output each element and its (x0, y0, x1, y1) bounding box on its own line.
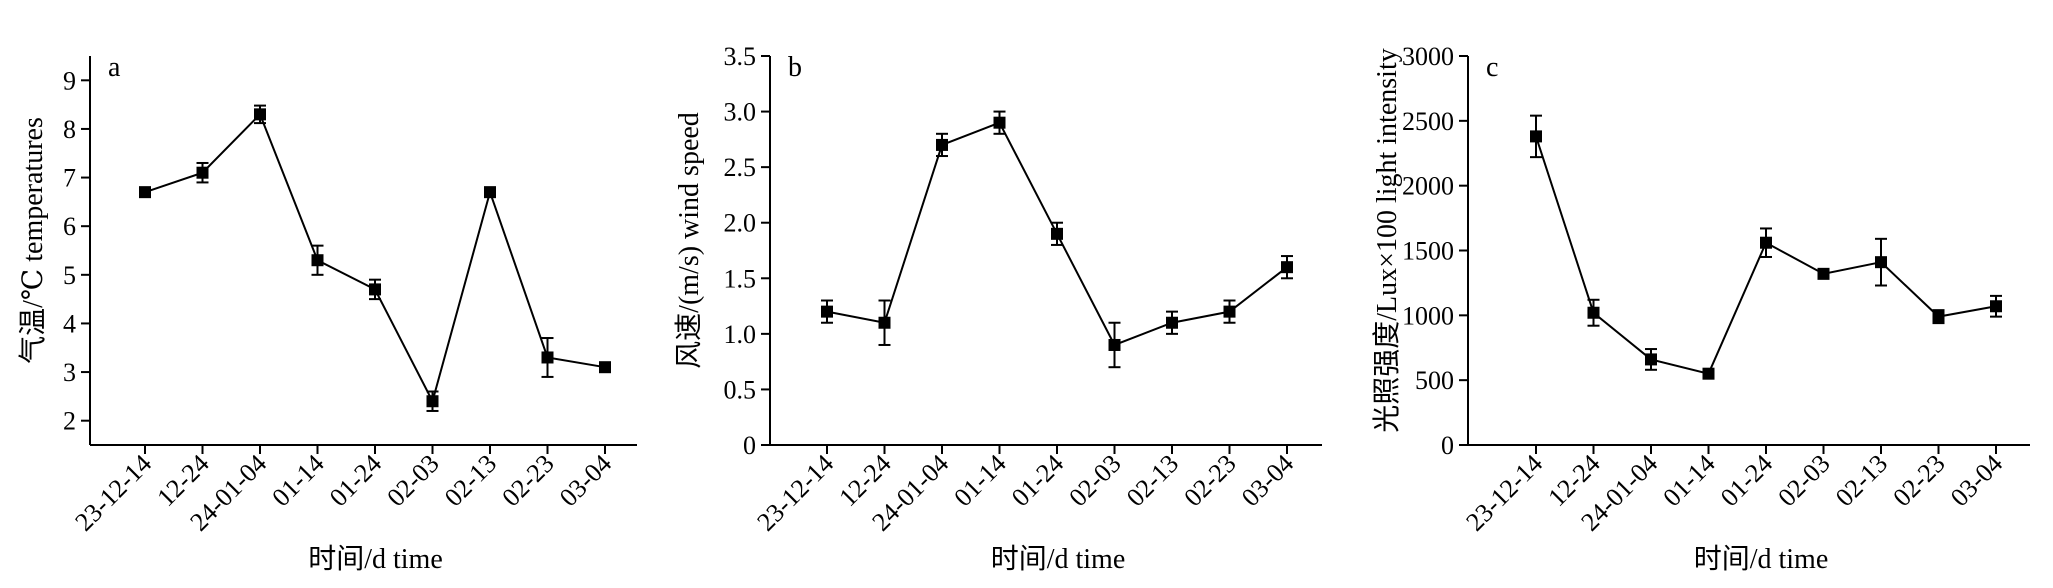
data-point (936, 138, 948, 151)
x-tick-label: 23-12-14 (1460, 449, 1548, 537)
x-tick-label: 02-13 (1830, 449, 1893, 512)
y-tick-label: 2500 (1402, 107, 1454, 136)
data-point (254, 108, 266, 121)
y-tick-label: 9 (63, 66, 76, 95)
data-point (1760, 236, 1772, 249)
y-axis-title: 风速/(m/s) wind speed (674, 112, 705, 369)
chart-panel-c: 05001000150020002500300023-12-1412-2424-… (1371, 42, 2030, 575)
data-point (1108, 338, 1121, 351)
y-tick-label: 8 (63, 115, 76, 144)
panel-label: a (108, 52, 121, 83)
x-tick-label: 01-24 (1006, 449, 1069, 512)
data-point (541, 351, 554, 364)
y-tick-label: 0 (743, 431, 756, 460)
data-point (196, 166, 209, 179)
data-point (311, 254, 324, 267)
y-tick-label: 3.0 (724, 98, 757, 127)
y-tick-label: 1.5 (724, 264, 757, 293)
data-point (1281, 261, 1293, 274)
y-tick-label: 2 (63, 407, 76, 436)
data-point (993, 116, 1006, 129)
y-tick-label: 0 (1441, 431, 1454, 460)
data-point (1587, 306, 1600, 319)
y-tick-label: 500 (1415, 366, 1454, 395)
x-tick-label: 02-23 (496, 449, 559, 512)
x-tick-label: 02-03 (1063, 449, 1126, 512)
y-tick-label: 2.0 (724, 209, 757, 238)
y-tick-label: 5 (63, 261, 76, 290)
chart-panel-a: 2345678923-12-1412-2424-01-0401-1401-240… (17, 52, 637, 575)
x-tick-label: 02-23 (1178, 449, 1241, 512)
data-point (1932, 310, 1945, 323)
x-tick-label: 03-04 (1236, 449, 1299, 512)
data-point (1223, 305, 1236, 318)
x-tick-label: 03-04 (554, 449, 617, 512)
x-tick-label: 02-03 (1772, 449, 1835, 512)
y-tick-label: 3.5 (724, 42, 757, 71)
x-tick-label: 01-14 (948, 449, 1011, 512)
x-axis-title: 时间/d time (991, 543, 1126, 575)
y-axis-title: 光照强度/Lux×100 light intensity (1371, 48, 1403, 432)
x-tick-label: 01-24 (1715, 449, 1778, 512)
data-point (1702, 367, 1715, 380)
x-tick-label: 01-24 (324, 449, 387, 512)
data-point (426, 395, 439, 408)
y-tick-label: 1000 (1402, 301, 1454, 330)
y-tick-label: 6 (63, 212, 76, 241)
x-tick-label: 02-23 (1887, 449, 1950, 512)
data-point (878, 316, 891, 329)
data-point (599, 361, 611, 374)
x-tick-label: 01-14 (1657, 449, 1720, 512)
y-tick-label: 3000 (1402, 42, 1454, 71)
data-point (1990, 300, 2002, 313)
y-tick-label: 1.0 (724, 320, 757, 349)
x-tick-label: 23-12-14 (69, 449, 157, 537)
x-tick-label: 03-04 (1945, 449, 2008, 512)
data-point (1530, 130, 1542, 143)
y-tick-label: 1500 (1402, 237, 1454, 266)
y-tick-label: 3 (63, 358, 76, 387)
data-point (1051, 227, 1063, 240)
data-point (1645, 353, 1657, 366)
y-tick-label: 2000 (1402, 172, 1454, 201)
data-point (1875, 256, 1887, 269)
y-tick-label: 4 (63, 309, 76, 338)
panel-label: c (1486, 52, 1498, 83)
data-point (139, 186, 151, 199)
y-tick-label: 7 (63, 164, 76, 193)
data-point (369, 283, 381, 296)
data-point (821, 305, 833, 318)
x-tick-label: 01-14 (266, 449, 329, 512)
y-tick-label: 2.5 (724, 153, 757, 182)
data-point (484, 186, 496, 199)
x-axis-title: 时间/d time (1694, 543, 1829, 575)
y-axis-title: 气温/℃ temperatures (17, 117, 49, 364)
x-tick-label: 02-13 (1121, 449, 1184, 512)
panel-label: b (788, 52, 802, 83)
x-axis-title: 时间/d time (308, 543, 443, 575)
x-tick-label: 02-13 (439, 449, 502, 512)
series-line (144, 112, 606, 404)
data-point (1817, 267, 1830, 280)
y-tick-label: 0.5 (724, 375, 757, 404)
data-point (1166, 316, 1178, 329)
x-tick-label: 23-12-14 (751, 449, 839, 537)
x-tick-label: 02-03 (381, 449, 444, 512)
chart-panel-b: 00.51.01.52.02.53.03.523-12-1412-2424-01… (674, 42, 1322, 575)
